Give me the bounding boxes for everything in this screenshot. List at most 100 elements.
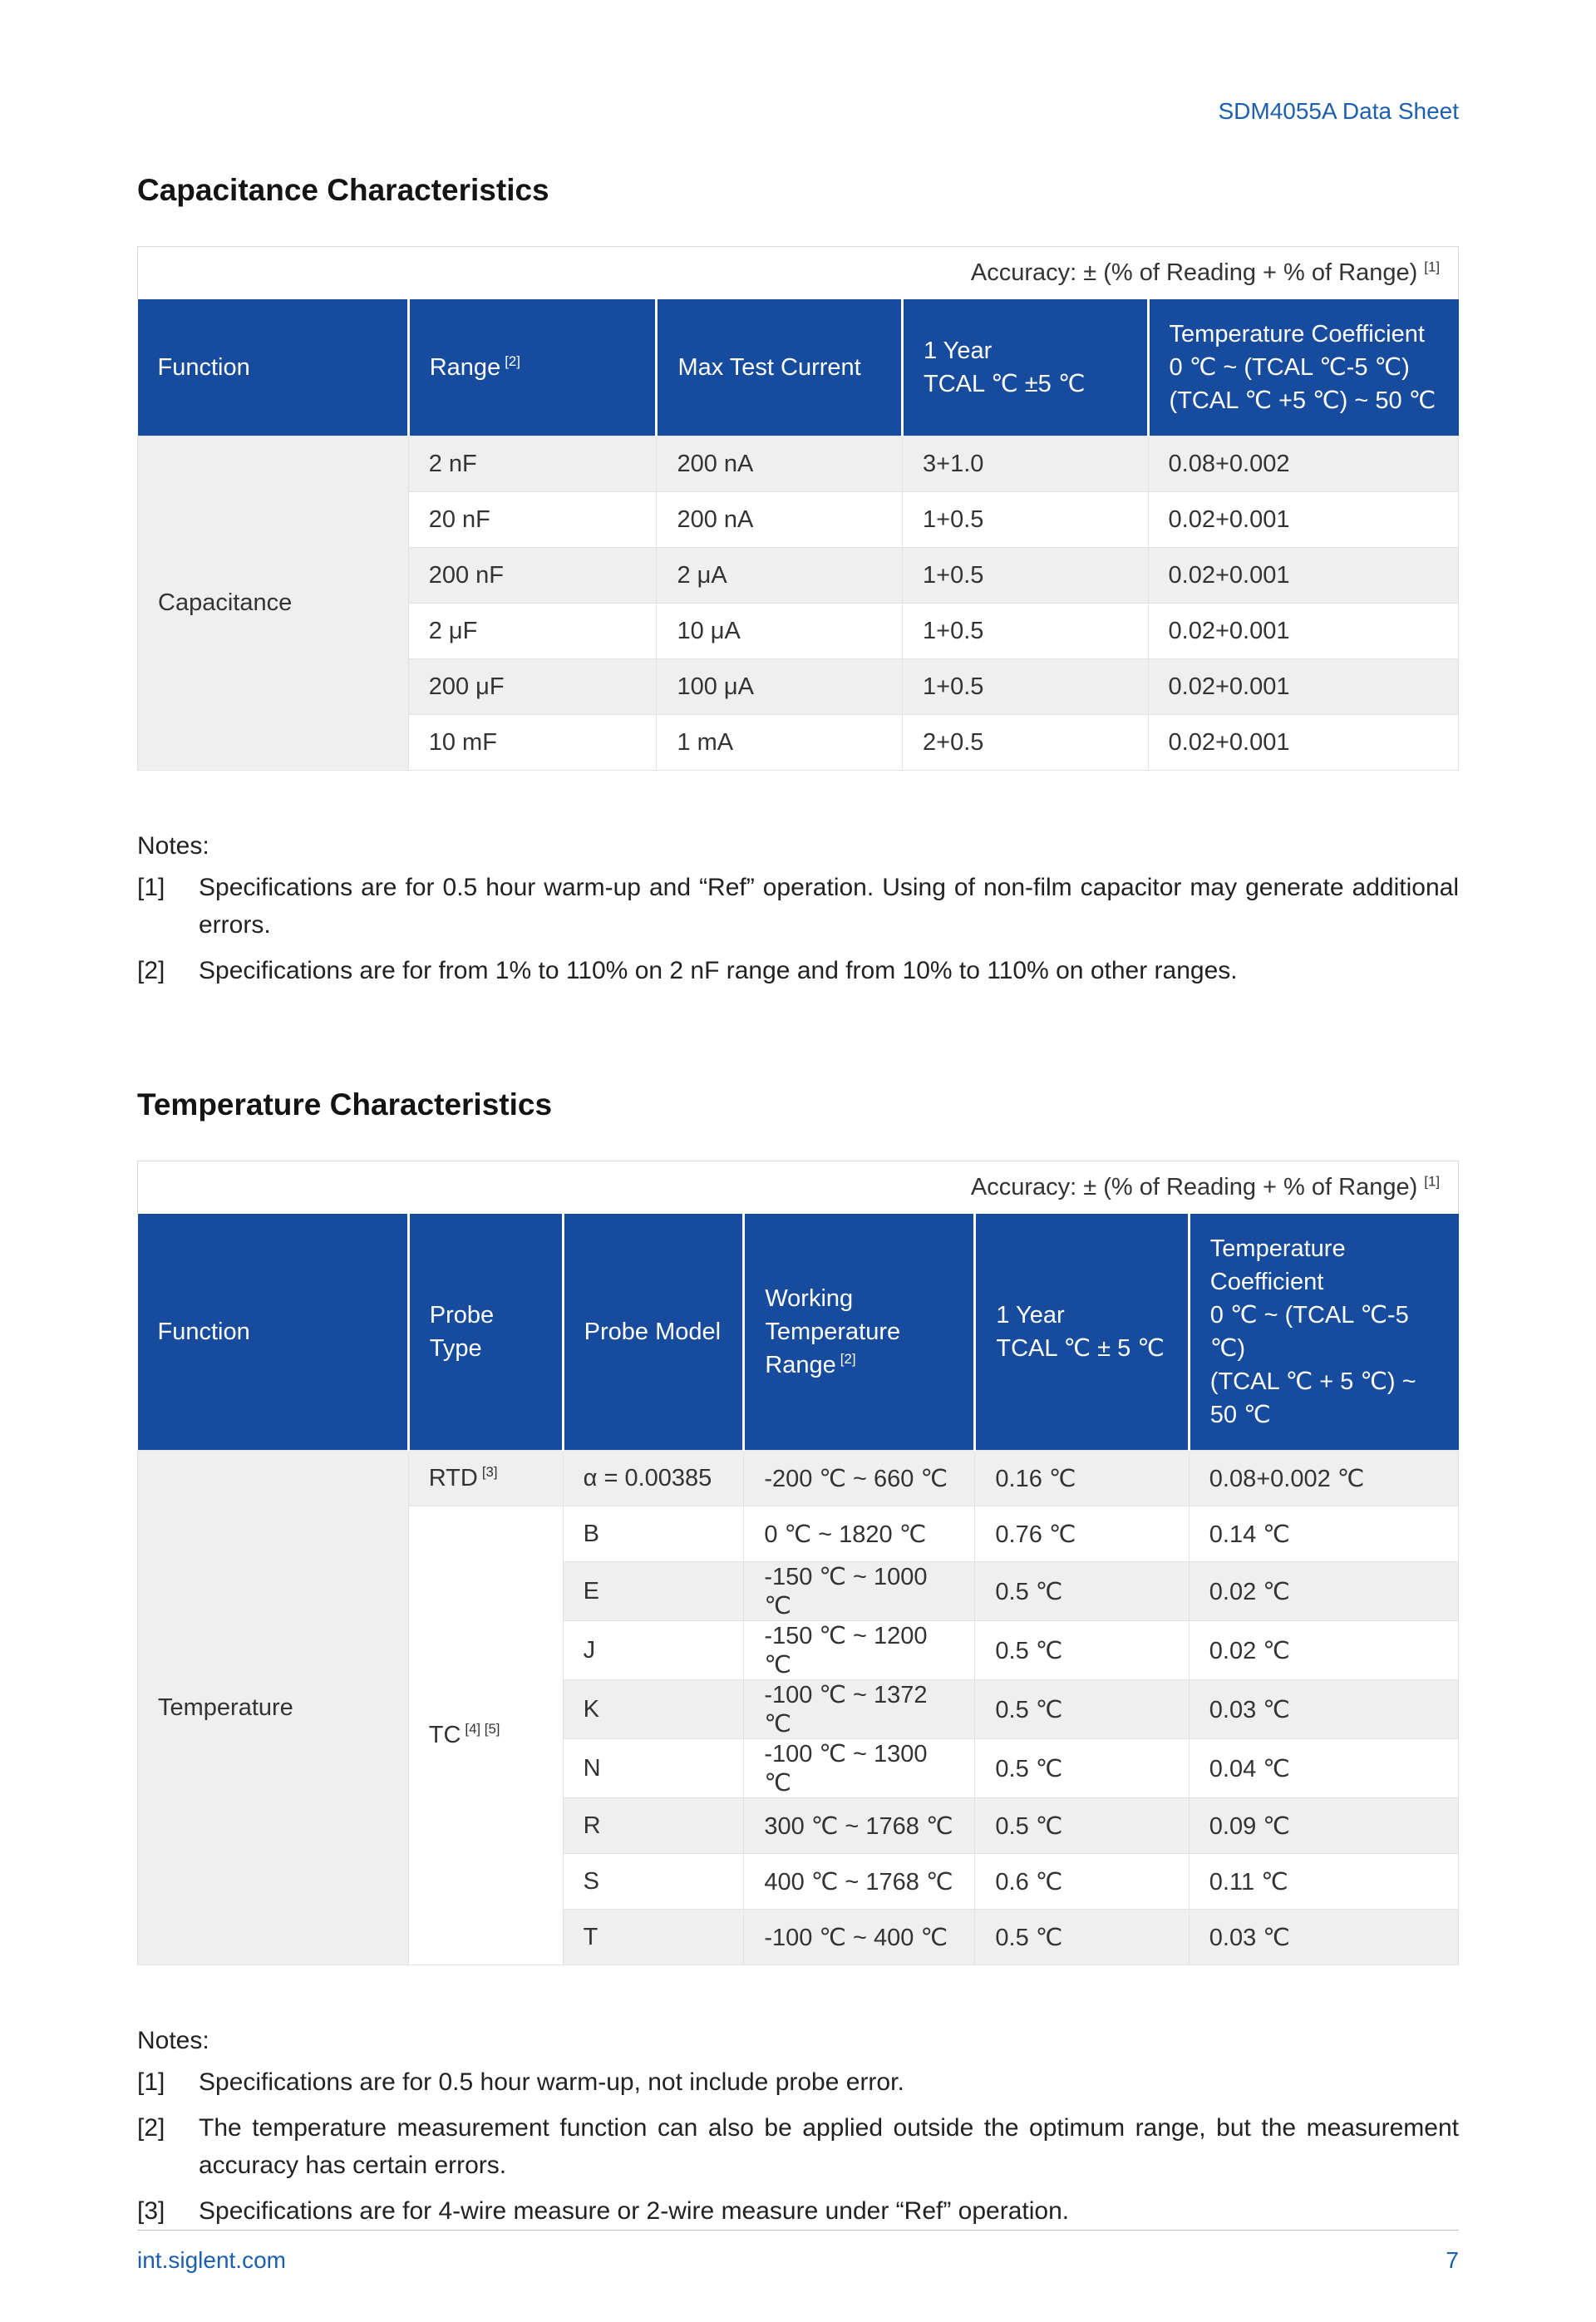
table-cell: 0.09 ℃ [1188, 1797, 1460, 1855]
accuracy-footnote-ref: [1] [1424, 1173, 1440, 1190]
table-row: 2 μF 10 μA 1+0.5 0.02+0.001 [138, 603, 1460, 660]
table-row: T -100 ℃ ~ 400 ℃ 0.5 ℃ 0.03 ℃ [138, 1909, 1460, 1966]
table-cell: -100 ℃ ~ 1372 ℃ [743, 1679, 976, 1740]
column-header: Temperature Coefficient 0 ℃ ~ (TCAL ℃-5 ℃… [1146, 299, 1459, 436]
notes-label: Notes: [137, 2027, 209, 2055]
table-cell: 1+0.5 [902, 658, 1149, 716]
column-header: Working Temperature Range [2] [742, 1214, 975, 1451]
table-row: Capacitance 2 nF 200 nA 3+1.0 0.08+0.002 [137, 436, 1460, 772]
table-cell: 1+0.5 [902, 547, 1149, 604]
table-cell: 0.02+0.001 [1147, 714, 1460, 772]
table-cell: 400 ℃ ~ 1768 ℃ [743, 1853, 976, 1910]
table-cell: K [562, 1679, 745, 1740]
note-text: The temperature measurement function can… [199, 2114, 1459, 2180]
capacitance-notes: Notes: [1] Specifications are for 0.5 hou… [137, 832, 1459, 989]
footer-site-link[interactable]: int.siglent.com [137, 2247, 286, 2274]
table-cell: B [562, 1506, 745, 1563]
table-row: 10 mF 1 mA 2+0.5 0.02+0.001 [138, 714, 1460, 772]
table-cell: 100 μA [656, 658, 903, 716]
column-header: Max Test Current [655, 299, 903, 436]
note-marker: [3] [137, 2197, 165, 2226]
capacitance-section-title: Capacitance Characteristics [137, 173, 549, 207]
capacitance-table-body: Capacitance 2 nF 200 nA 3+1.0 0.08+0.002 20 n… [137, 436, 1460, 772]
capacitance-table-head: Function Range [2] Max Test Current 1 Year TC… [137, 299, 1459, 436]
column-header: 1 Year TCAL ℃ ±5 ℃ [901, 299, 1149, 436]
header-row: Function Range [2] Max Test Current 1 Year TC… [137, 299, 1459, 436]
table-row: 20 nF 200 nA 1+0.5 0.02+0.001 [138, 491, 1460, 549]
note-marker: [1] [137, 874, 165, 902]
document-title: SDM4055A Data Sheet [1218, 98, 1459, 124]
function-cell: Temperature [137, 1450, 409, 1966]
column-header: Function [137, 1214, 409, 1451]
table-cell: 0.02 ℃ [1188, 1620, 1460, 1681]
table-cell: 0.76 ℃ [974, 1506, 1190, 1563]
table-cell: 0.5 ℃ [974, 1909, 1190, 1966]
column-header: 1 Year TCAL ℃ ± 5 ℃ [973, 1214, 1190, 1451]
table-cell: J [562, 1620, 745, 1681]
table-cell: -150 ℃ ~ 1200 ℃ [743, 1620, 976, 1681]
table-cell: S [562, 1853, 745, 1910]
table-cell: 200 nF [407, 547, 658, 604]
note-marker: [1] [137, 2068, 165, 2097]
table-row: J -150 ℃ ~ 1200 ℃ 0.5 ℃ 0.02 ℃ [138, 1620, 1460, 1681]
table-row: R 300 ℃ ~ 1768 ℃ 0.5 ℃ 0.09 ℃ [138, 1797, 1460, 1855]
capacitance-table: Function Range [2] Max Test Current 1 Year TC… [137, 299, 1460, 772]
table-cell: 0.6 ℃ [974, 1853, 1190, 1910]
table-cell: 0.02+0.001 [1147, 491, 1460, 549]
table-cell: 0.02+0.001 [1147, 547, 1460, 604]
note-text: Specifications are for 0.5 hour warm-up … [199, 874, 1459, 939]
note-marker: [2] [137, 957, 165, 985]
footer-page-number: 7 [1446, 2247, 1459, 2274]
header-row: Function Probe Type Probe Model Working Temp… [137, 1214, 1459, 1451]
notes-list: [1] Specifications are for 0.5 hour warm-… [137, 2063, 1459, 2230]
table-cell: 1+0.5 [902, 491, 1149, 549]
note-text: Specifications are for 0.5 hour warm-up,… [199, 2068, 904, 2097]
table-cell: 200 nA [656, 491, 903, 549]
table-cell: 0.08+0.002 ℃ [1188, 1450, 1460, 1507]
note-marker: [2] [137, 2114, 165, 2142]
capacitance-accuracy-note: Accuracy: ± (% of Reading + % of Range) … [137, 246, 1459, 299]
table-cell: 0.16 ℃ [974, 1450, 1190, 1507]
note-text: Specifications are for 4-wire measure or… [199, 2197, 1070, 2226]
table-row: E -150 ℃ ~ 1000 ℃ 0.5 ℃ 0.02 ℃ [138, 1561, 1460, 1622]
table-cell: 20 nF [407, 491, 658, 549]
table-cell: 0.11 ℃ [1188, 1853, 1460, 1910]
table-cell: 0.02+0.001 [1147, 603, 1460, 660]
column-header: Range [2] [406, 299, 657, 436]
table-cell: 1 mA [656, 714, 903, 772]
table-cell: 1+0.5 [902, 603, 1149, 660]
table-cell: 0.03 ℃ [1188, 1909, 1460, 1966]
table-cell: 2 μF [407, 603, 658, 660]
table-cell: 0 ℃ ~ 1820 ℃ [743, 1506, 976, 1563]
table-cell: 3+1.0 [902, 436, 1149, 493]
table-cell: 200 μF [407, 658, 658, 716]
column-header: Function [137, 299, 409, 436]
table-cell: 10 μA [656, 603, 903, 660]
table-cell: -150 ℃ ~ 1000 ℃ [743, 1561, 976, 1622]
notes-list: [1] Specifications are for 0.5 hour warm-… [137, 869, 1459, 989]
table-cell: 300 ℃ ~ 1768 ℃ [743, 1797, 976, 1855]
table-cell: 0.5 ℃ [974, 1620, 1190, 1681]
table-cell: E [562, 1561, 745, 1622]
table-cell: 0.08+0.002 [1147, 436, 1460, 493]
table-cell: R [562, 1797, 745, 1855]
table-cell: 2 nF [407, 436, 658, 493]
column-header: Probe Model [561, 1214, 744, 1451]
table-cell: N [562, 1738, 745, 1799]
table-row: S 400 ℃ ~ 1768 ℃ 0.6 ℃ 0.11 ℃ [138, 1853, 1460, 1910]
temperature-table-body: Temperature RTD [3] α = 0.00385 -200 ℃ ~ 660… [137, 1450, 1460, 1966]
table-cell: 0.5 ℃ [974, 1797, 1190, 1855]
table-cell: 0.5 ℃ [974, 1679, 1190, 1740]
probe-type-cell: TC [4] [5] [407, 1506, 564, 1966]
temperature-notes: Notes: [1] Specifications are for 0.5 hou… [137, 2027, 1459, 2230]
table-cell: 2+0.5 [902, 714, 1149, 772]
table-cell: -100 ℃ ~ 400 ℃ [743, 1909, 976, 1966]
accuracy-footnote-ref: [1] [1424, 259, 1440, 275]
table-cell: 200 nA [656, 436, 903, 493]
notes-label: Notes: [137, 832, 209, 860]
table-cell: 0.5 ℃ [974, 1561, 1190, 1622]
note-item: [2] Specifications are for from 1% to 110… [137, 952, 1459, 989]
document-header: SDM4055A Data Sheet [137, 98, 1459, 125]
table-cell: -200 ℃ ~ 660 ℃ [743, 1450, 976, 1507]
table-row: K -100 ℃ ~ 1372 ℃ 0.5 ℃ 0.03 ℃ [138, 1679, 1460, 1740]
